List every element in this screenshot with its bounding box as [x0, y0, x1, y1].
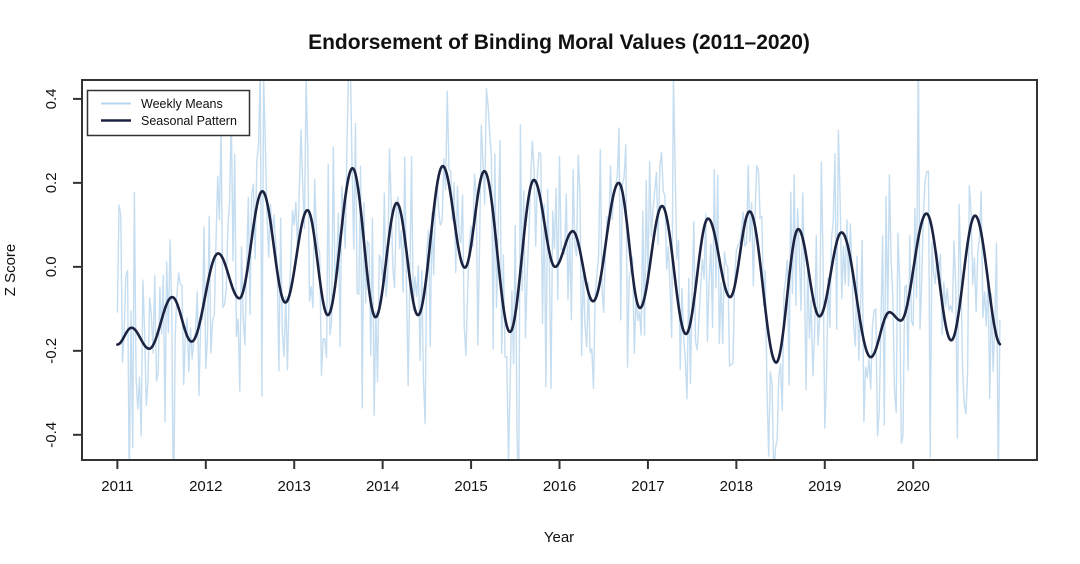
x-tick-label: 2012 [189, 478, 222, 495]
y-tick-label: 0.2 [43, 172, 60, 193]
x-tick-label: 2014 [366, 478, 399, 495]
weekly-means-line [116, 80, 1001, 460]
legend-label-seasonal-pattern: Seasonal Pattern [141, 114, 237, 128]
x-axis-title: Year [544, 529, 574, 546]
y-tick-label: 0.4 [43, 88, 60, 109]
legend-box [86, 89, 251, 137]
x-tick-label: 2016 [543, 478, 576, 495]
x-tick-label: 2019 [808, 478, 841, 495]
seasonal-pattern-line [116, 164, 1002, 364]
x-tick-label: 2020 [897, 478, 930, 495]
y-tick-label: -0.2 [43, 338, 60, 364]
chart-title: Endorsement of Binding Moral Values (201… [308, 31, 810, 54]
legend-label-weekly-means: Weekly Means [141, 97, 223, 111]
x-tick-label: 2015 [454, 478, 487, 495]
y-tick-label: -0.4 [43, 422, 60, 448]
x-tick-label: 2017 [631, 478, 664, 495]
axes: 2011 2012 2013 2014 2015 2016 2017 2018 2019 2020… [43, 88, 930, 495]
plot-area [116, 80, 1002, 460]
x-tick-label: 2011 [101, 478, 133, 495]
y-tick-label: 0.0 [43, 256, 60, 277]
x-tick-label: 2018 [720, 478, 753, 495]
y-axis-title: Z Score [2, 244, 19, 297]
plot-border [81, 79, 1038, 461]
legend: Weekly Means Seasonal Pattern [86, 89, 251, 137]
x-tick-label: 2013 [278, 478, 311, 495]
